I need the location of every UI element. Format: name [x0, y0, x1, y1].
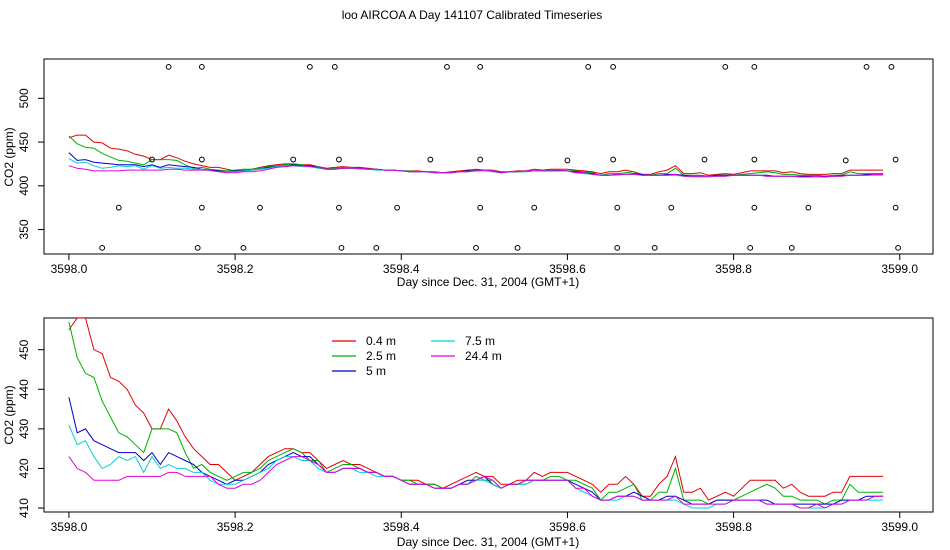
legend-label: 2.5 m	[366, 349, 396, 363]
data-point	[668, 204, 675, 211]
data-point	[751, 204, 758, 211]
data-point	[198, 204, 205, 211]
data-point	[892, 156, 899, 163]
y-axis-label-bottom: CO2 (ppm)	[2, 385, 16, 444]
data-point	[194, 244, 201, 251]
y-tick-label: 440	[17, 379, 31, 399]
panel-bottom: 3598.0 3598.2 3598.4 3598.6 3598.8 3599.0 410…	[2, 317, 934, 549]
data-point	[290, 156, 297, 163]
y-axis-bottom: 410 420 430 440 450	[17, 339, 44, 518]
x-axis-top: 3598.0 3598.2 3598.4 3598.6 3598.8 3599.0	[51, 254, 918, 276]
data-point	[888, 63, 895, 70]
series-line-2-5-m	[68, 321, 884, 505]
data-point	[610, 63, 617, 70]
x-tick-label: 3598.6	[549, 520, 586, 534]
y-tick-label: 410	[17, 498, 31, 518]
data-point	[701, 156, 708, 163]
panel-top: 3598.0 3598.2 3598.4 3598.6 3598.8 3599.0 350…	[2, 58, 934, 289]
data-point	[165, 63, 172, 70]
data-point	[892, 204, 899, 211]
data-point	[895, 244, 902, 251]
data-point	[336, 156, 342, 163]
data-point	[722, 63, 729, 70]
data-point	[585, 63, 592, 70]
figure-title: loo AIRCOA A Day 141107 Calibrated Times…	[342, 8, 603, 22]
data-point	[477, 156, 484, 163]
data-point	[373, 244, 380, 251]
series-line-0-4-m	[68, 318, 884, 501]
x-tick-label: 3598.8	[715, 262, 752, 276]
x-tick-label: 3598.4	[383, 262, 420, 276]
data-point	[198, 156, 205, 163]
data-point	[338, 244, 345, 251]
y-tick-label: 450	[17, 132, 31, 152]
data-point	[473, 244, 479, 251]
data-point	[747, 244, 754, 251]
x-axis-label-bottom: Day since Dec. 31, 2004 (GMT+1)	[397, 535, 579, 549]
y-tick-label: 420	[17, 458, 31, 478]
y-axis-label-top: CO2 (ppm)	[2, 127, 16, 186]
series-line-24-4-m	[68, 456, 884, 509]
x-tick-label: 3599.0	[881, 262, 918, 276]
x-tick-label: 3598.2	[217, 262, 254, 276]
data-point	[477, 204, 484, 211]
y-tick-label: 400	[17, 175, 31, 195]
x-tick-label: 3598.4	[383, 520, 420, 534]
series-lines-bottom	[68, 318, 884, 509]
data-point	[149, 156, 155, 163]
legend-label: 24.4 m	[465, 349, 502, 363]
data-point	[257, 204, 263, 211]
data-point	[115, 204, 122, 211]
data-point	[788, 244, 795, 251]
data-point	[751, 156, 758, 163]
data-point	[614, 204, 621, 211]
data-point	[99, 244, 106, 251]
points-top	[99, 63, 902, 251]
data-point	[477, 63, 484, 70]
data-point	[751, 63, 758, 70]
x-tick-label: 3598.6	[549, 262, 586, 276]
x-tick-label: 3599.0	[881, 520, 918, 534]
data-point	[198, 63, 205, 70]
y-tick-label: 500	[17, 88, 31, 108]
x-tick-label: 3598.8	[715, 520, 752, 534]
data-point	[651, 244, 658, 251]
data-point	[336, 204, 342, 211]
x-axis-bottom: 3598.0 3598.2 3598.4 3598.6 3598.8 3599.0	[51, 512, 918, 534]
y-axis-top: 350 400 450 500	[17, 88, 44, 240]
y-tick-label: 450	[17, 339, 31, 359]
legend-label: 7.5 m	[465, 334, 495, 348]
legend: 0.4 m2.5 m5 m 7.5 m24.4 m	[332, 334, 502, 378]
data-point	[805, 204, 812, 211]
legend-label: 0.4 m	[366, 334, 396, 348]
x-tick-label: 3598.0	[51, 262, 88, 276]
data-point	[531, 204, 538, 211]
x-tick-label: 3598.0	[51, 520, 88, 534]
y-tick-label: 430	[17, 419, 31, 439]
series-lines-top	[68, 134, 884, 178]
data-point	[306, 63, 313, 70]
plot-frame-top	[43, 58, 934, 255]
x-axis-label-top: Day since Dec. 31, 2004 (GMT+1)	[397, 275, 579, 289]
data-point	[240, 244, 247, 251]
series-line-0-4-m	[68, 134, 884, 176]
data-point	[614, 244, 621, 251]
data-point	[842, 157, 849, 164]
data-point	[331, 63, 338, 70]
legend-label: 5 m	[366, 364, 386, 378]
data-point	[564, 157, 571, 164]
y-tick-label: 350	[17, 219, 31, 239]
x-tick-label: 3598.2	[217, 520, 254, 534]
data-point	[610, 156, 617, 163]
data-point	[427, 156, 434, 163]
data-point	[394, 204, 401, 211]
data-point	[514, 244, 521, 251]
series-line-2-5-m	[68, 135, 884, 177]
plot-frame-bottom	[43, 317, 934, 513]
series-line-24-4-m	[68, 165, 884, 178]
data-point	[863, 63, 870, 70]
data-point	[444, 63, 450, 70]
